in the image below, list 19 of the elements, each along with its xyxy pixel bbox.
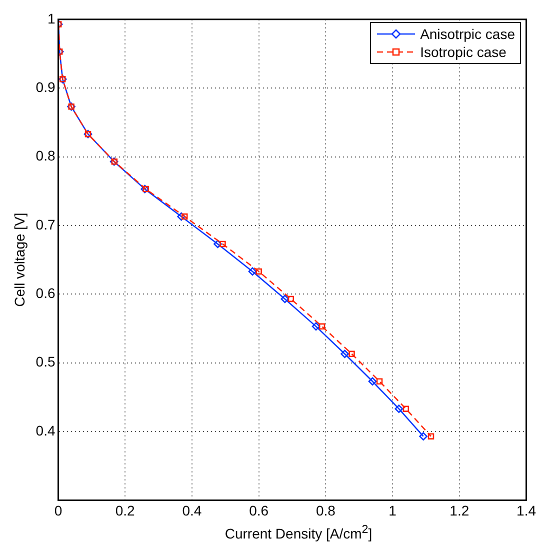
legend-label: Anisotrpic case <box>420 25 515 43</box>
x-tick-label: 0.4 <box>182 502 202 518</box>
x-tick-label: 0.2 <box>115 502 136 518</box>
y-tick-label: 0.7 <box>36 216 56 232</box>
x-tick-label: 0.6 <box>249 502 269 518</box>
x-tick-label: 1.4 <box>516 502 536 518</box>
y-tick-label: 1 <box>47 10 56 26</box>
y-axis-title: Cell voltage [V] <box>11 212 28 307</box>
y-tick-label: 0.6 <box>36 285 56 301</box>
x-tick-label: 1 <box>388 502 397 518</box>
x-tick-label: 1.2 <box>450 502 470 518</box>
y-tick-label: 0.9 <box>36 78 56 95</box>
y-tick-label: 0.5 <box>36 354 56 370</box>
x-axis-title: Current Density [A/cm$^{2}$] <box>224 523 374 542</box>
y-tick-label: 0.8 <box>36 148 56 164</box>
y-tick-label: 0.4 <box>36 422 56 438</box>
legend-label: Isotropic case <box>420 43 506 61</box>
x-tick-label: 0 <box>54 502 62 518</box>
x-tick-label: 0.8 <box>316 502 336 518</box>
